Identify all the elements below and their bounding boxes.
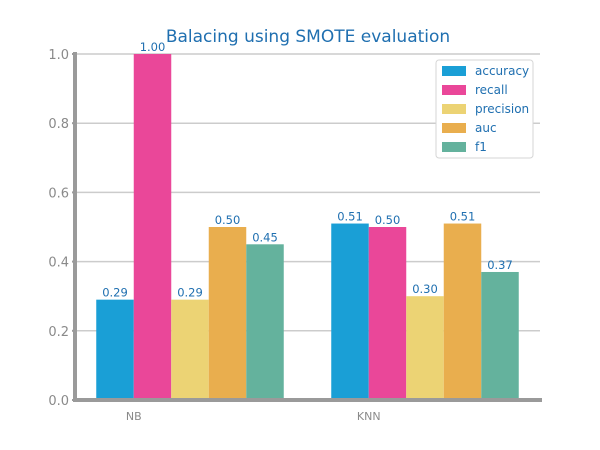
- legend-swatch-recall: [442, 85, 466, 95]
- bar-f1-knn: [481, 271, 519, 400]
- bars: [96, 54, 519, 400]
- value-label-recall-knn: 0.50: [375, 213, 401, 227]
- legend-swatch-auc: [442, 123, 466, 133]
- bar-precision-knn: [406, 296, 444, 400]
- x-tick-label-knn: KNN: [357, 410, 381, 423]
- y-tick-label: 0.6: [48, 186, 69, 201]
- value-label-accuracy-nb: 0.29: [102, 286, 128, 300]
- y-tick-label: 0.0: [48, 394, 69, 409]
- bar-auc-knn: [443, 223, 482, 400]
- value-labels: 0.29 1.00 0.29 0.50 0.45 0.51 0.50 0.30 0.51 0.37: [102, 40, 513, 300]
- legend-swatch-accuracy: [442, 66, 466, 76]
- value-label-auc-nb: 0.50: [215, 213, 241, 227]
- legend-box: [435, 59, 534, 159]
- legend-label-auc: auc: [475, 121, 497, 135]
- value-label-precision-nb: 0.29: [177, 286, 203, 300]
- legend-swatch-f1: [442, 142, 466, 152]
- value-label-f1-knn: 0.37: [487, 258, 513, 272]
- value-label-recall-nb: 1.00: [140, 40, 166, 54]
- y-tick-label: 1.0: [48, 48, 69, 63]
- bar-recall-nb: [133, 54, 172, 400]
- legend-label-precision: precision: [475, 102, 529, 116]
- x-tick-label-nb: NB: [126, 410, 142, 423]
- value-label-precision-knn: 0.30: [412, 282, 438, 296]
- legend: accuracy recall precision auc f1: [435, 59, 534, 159]
- value-label-auc-knn: 0.51: [450, 210, 476, 224]
- bar-f1-nb: [246, 244, 284, 400]
- y-tick-label: 0.2: [48, 325, 69, 340]
- bar-auc-nb: [208, 227, 247, 400]
- legend-swatch-precision: [442, 104, 466, 114]
- legend-label-accuracy: accuracy: [475, 64, 529, 78]
- tick-labels: 0.0 0.2 0.4 0.6 0.8 1.0 NB KNN: [48, 48, 380, 423]
- y-tick-label: 0.4: [48, 256, 69, 271]
- bar-accuracy-nb: [96, 299, 134, 400]
- value-label-f1-nb: 0.45: [252, 230, 278, 244]
- axes: [73, 52, 542, 402]
- bar-accuracy-knn: [331, 223, 369, 400]
- legend-label-recall: recall: [475, 83, 508, 97]
- y-tick-label: 0.8: [48, 117, 69, 132]
- legend-label-f1: f1: [475, 140, 487, 154]
- value-label-accuracy-knn: 0.51: [337, 210, 363, 224]
- bar-precision-nb: [171, 299, 209, 400]
- bar-recall-knn: [368, 227, 407, 400]
- chart-title: Balacing using SMOTE evaluation: [166, 27, 450, 47]
